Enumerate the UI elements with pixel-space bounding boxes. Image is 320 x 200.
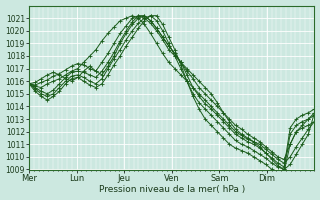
X-axis label: Pression niveau de la mer( hPa ): Pression niveau de la mer( hPa ) [99,185,245,194]
